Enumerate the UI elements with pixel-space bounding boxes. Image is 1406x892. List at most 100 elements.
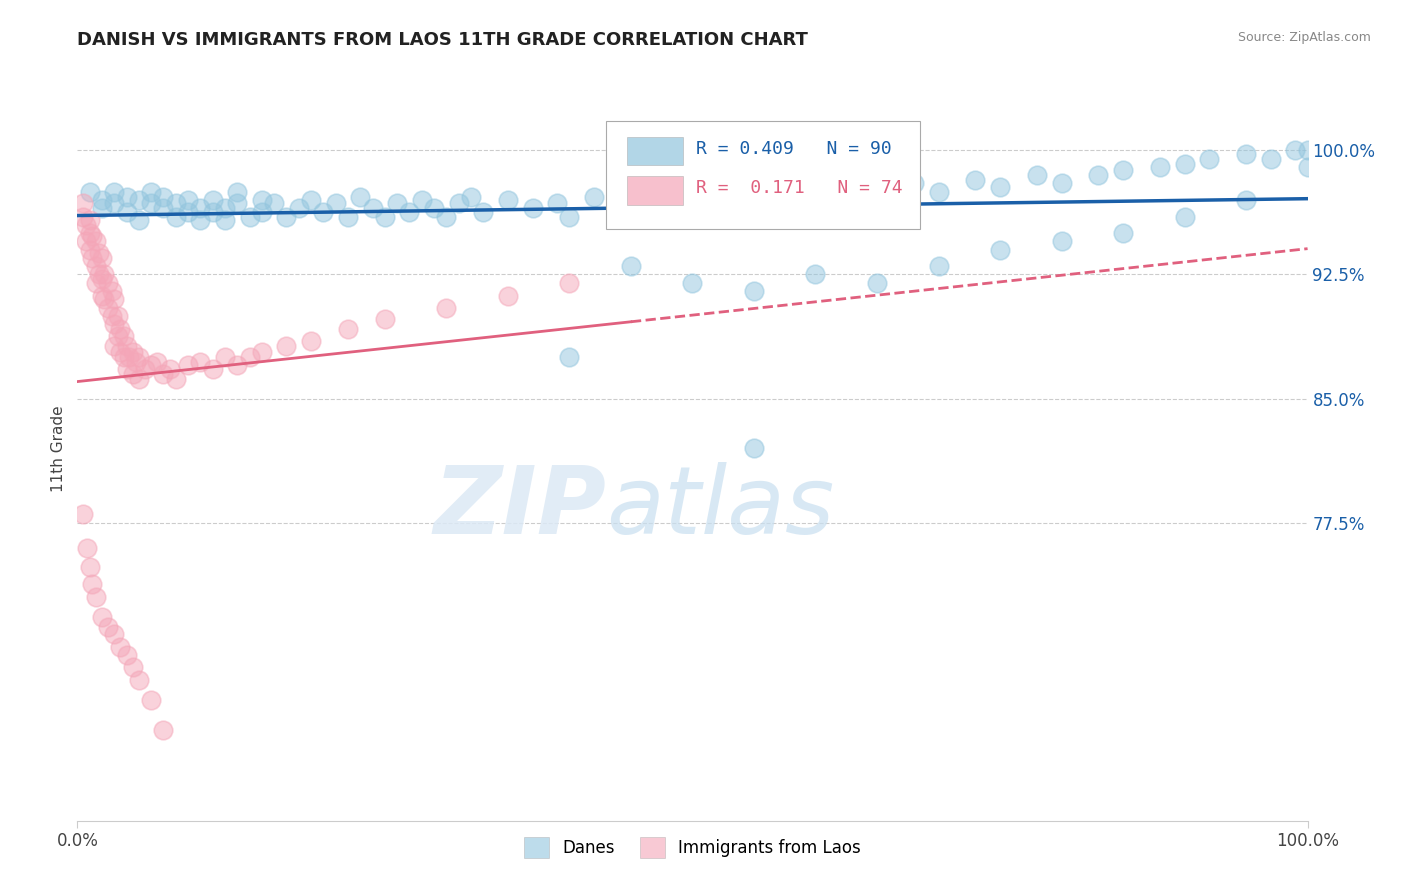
Point bbox=[1234, 193, 1257, 207]
Point bbox=[1112, 163, 1135, 178]
Point bbox=[928, 185, 950, 199]
Point bbox=[361, 201, 384, 215]
Point bbox=[780, 193, 803, 207]
Point bbox=[103, 185, 125, 199]
Point bbox=[82, 229, 104, 244]
Point bbox=[90, 193, 114, 207]
Point bbox=[337, 322, 360, 336]
Point bbox=[134, 361, 156, 376]
Point bbox=[128, 372, 150, 386]
Point bbox=[226, 359, 249, 373]
Point bbox=[121, 367, 143, 381]
Point bbox=[804, 268, 827, 282]
Point bbox=[84, 235, 107, 249]
Point bbox=[112, 350, 135, 364]
Point bbox=[903, 177, 925, 191]
Point bbox=[657, 193, 679, 207]
Point bbox=[110, 345, 132, 359]
Point bbox=[188, 355, 212, 369]
Point bbox=[1174, 156, 1197, 170]
Point bbox=[84, 259, 107, 273]
Point bbox=[101, 309, 124, 323]
Point bbox=[177, 204, 200, 219]
Point bbox=[107, 309, 129, 323]
Point bbox=[201, 193, 224, 207]
Point bbox=[214, 201, 236, 215]
Point bbox=[411, 193, 433, 207]
Point bbox=[146, 355, 169, 369]
Point bbox=[89, 246, 111, 260]
Point bbox=[125, 355, 148, 369]
Point bbox=[583, 189, 606, 203]
Point bbox=[436, 210, 458, 224]
Point bbox=[607, 196, 630, 211]
Point bbox=[90, 201, 114, 215]
Point bbox=[1112, 226, 1135, 240]
Point bbox=[250, 193, 273, 207]
Point bbox=[276, 338, 298, 352]
Point bbox=[112, 328, 135, 343]
Point bbox=[110, 322, 132, 336]
Point bbox=[299, 334, 322, 348]
Point bbox=[312, 204, 335, 219]
Bar bbox=[627, 136, 683, 165]
Point bbox=[988, 243, 1011, 257]
Point bbox=[90, 610, 114, 624]
Text: DANISH VS IMMIGRANTS FROM LAOS 11TH GRADE CORRELATION CHART: DANISH VS IMMIGRANTS FROM LAOS 11TH GRAD… bbox=[77, 31, 808, 49]
Point bbox=[214, 350, 236, 364]
Point bbox=[706, 189, 728, 203]
Point bbox=[325, 196, 347, 211]
Point bbox=[1050, 177, 1073, 191]
Point bbox=[337, 210, 360, 224]
Text: atlas: atlas bbox=[606, 462, 835, 553]
Point bbox=[250, 345, 273, 359]
Point bbox=[558, 350, 581, 364]
Point bbox=[374, 312, 396, 326]
Point bbox=[250, 204, 273, 219]
Y-axis label: 11th Grade: 11th Grade bbox=[51, 405, 66, 491]
Point bbox=[90, 251, 114, 265]
Point bbox=[128, 193, 150, 207]
Point bbox=[239, 350, 262, 364]
Point bbox=[152, 189, 174, 203]
Point bbox=[141, 693, 163, 707]
Point bbox=[226, 185, 249, 199]
Point bbox=[460, 189, 482, 203]
Point bbox=[1050, 235, 1073, 249]
Point bbox=[1026, 168, 1049, 182]
Bar bbox=[627, 177, 683, 204]
Point bbox=[84, 276, 107, 290]
Point bbox=[239, 210, 262, 224]
Point bbox=[447, 196, 470, 211]
Point bbox=[1234, 146, 1257, 161]
Point bbox=[118, 350, 141, 364]
Point bbox=[82, 251, 104, 265]
Point bbox=[121, 345, 143, 359]
Point bbox=[214, 212, 236, 227]
Point bbox=[558, 210, 581, 224]
Point bbox=[866, 276, 889, 290]
Point bbox=[115, 338, 138, 352]
Point bbox=[1087, 168, 1109, 182]
Point bbox=[496, 193, 519, 207]
Point bbox=[841, 185, 863, 199]
Point bbox=[1296, 143, 1319, 157]
Point bbox=[742, 441, 765, 455]
Point bbox=[72, 508, 94, 522]
Point bbox=[423, 201, 446, 215]
Point bbox=[115, 361, 138, 376]
FancyBboxPatch shape bbox=[606, 120, 920, 228]
Point bbox=[226, 196, 249, 211]
Point bbox=[1284, 143, 1306, 157]
Point bbox=[177, 359, 200, 373]
Point bbox=[84, 590, 107, 604]
Point bbox=[103, 317, 125, 331]
Point bbox=[866, 179, 889, 194]
Text: ZIP: ZIP bbox=[433, 462, 606, 554]
Point bbox=[103, 626, 125, 640]
Text: R = 0.409   N = 90: R = 0.409 N = 90 bbox=[696, 140, 891, 158]
Point bbox=[115, 189, 138, 203]
Point bbox=[263, 196, 285, 211]
Point bbox=[188, 201, 212, 215]
Point bbox=[93, 292, 115, 306]
